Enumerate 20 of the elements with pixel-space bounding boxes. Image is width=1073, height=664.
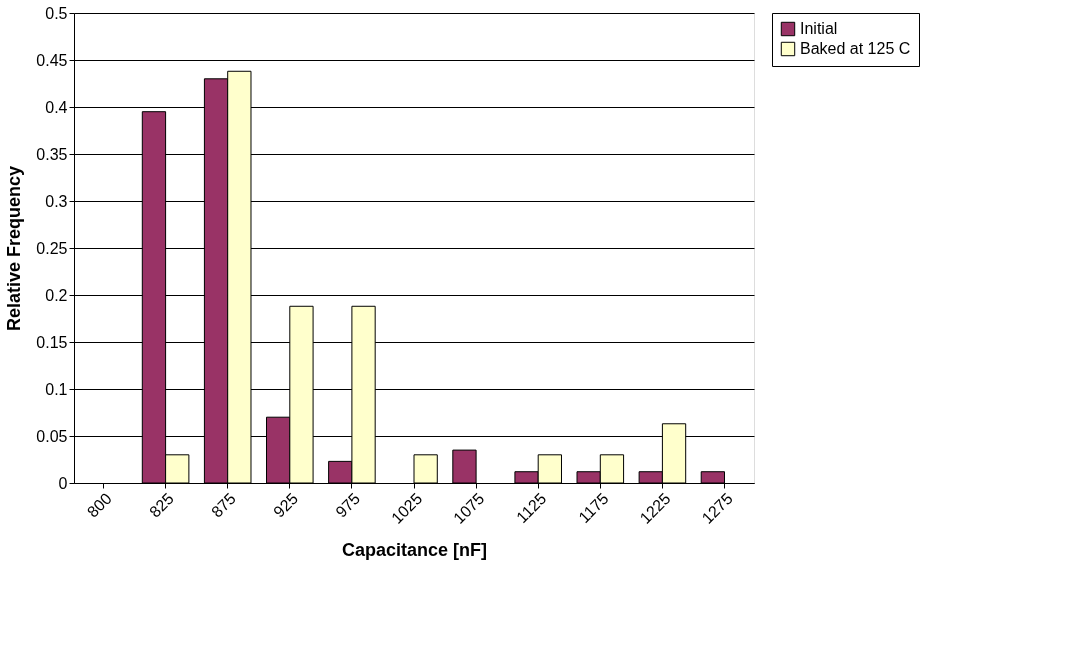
y-tick-label: 0.2 bbox=[45, 286, 68, 304]
x-tick-label: 975 bbox=[332, 489, 364, 521]
y-tick-label: 0.1 bbox=[45, 380, 68, 398]
y-tick-label: 0.3 bbox=[45, 192, 68, 210]
y-tick-label: 0.4 bbox=[45, 98, 68, 116]
legend-label: Baked at 125 C bbox=[800, 40, 911, 57]
y-tick-label: 0.35 bbox=[36, 145, 68, 163]
y-tick-label: 0.25 bbox=[36, 239, 68, 257]
x-tick-label: 800 bbox=[83, 489, 115, 521]
y-axis-title: Relative Frequency bbox=[4, 165, 25, 332]
y-tick-label: 0.15 bbox=[36, 333, 68, 351]
y-tick-label: 0.5 bbox=[45, 4, 68, 22]
x-tick-label: 825 bbox=[146, 489, 177, 521]
x-tick-label: 875 bbox=[208, 489, 240, 521]
y-tick-label: 0 bbox=[58, 474, 68, 492]
y-tick-label: 0.45 bbox=[36, 51, 68, 69]
x-axis-title: Capacitance [nF] bbox=[341, 539, 488, 560]
x-tick-label: 925 bbox=[270, 489, 302, 521]
y-tick-label: 0.05 bbox=[36, 427, 68, 445]
legend-label: Initial bbox=[800, 20, 838, 37]
